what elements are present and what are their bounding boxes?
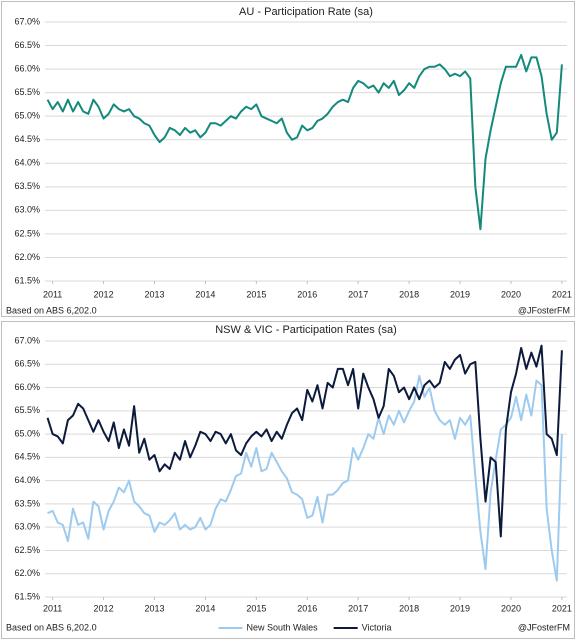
source-note: Based on ABS 6,202.0: [6, 622, 97, 632]
x-tick-label: 2017: [348, 289, 368, 299]
y-tick-label: 62.0%: [14, 252, 40, 262]
y-tick-label: 61.5%: [14, 275, 40, 285]
y-tick-label: 67.0%: [14, 335, 40, 345]
legend-label: New South Wales: [246, 622, 318, 632]
x-tick-label: 2012: [94, 603, 114, 613]
y-tick-label: 66.0%: [14, 382, 40, 392]
y-tick-label: 64.5%: [14, 452, 40, 462]
y-tick-label: 65.0%: [14, 428, 40, 438]
y-tick-label: 66.5%: [14, 359, 40, 369]
chart-title: NSW & VIC - Participation Rates (sa): [215, 324, 397, 336]
x-tick-label: 2019: [450, 289, 470, 299]
x-tick-label: 2021: [552, 603, 572, 613]
x-tick-label: 2020: [501, 603, 521, 613]
x-tick-label: 2018: [399, 289, 419, 299]
x-tick-label: 2015: [246, 289, 266, 299]
series-line: [47, 374, 563, 582]
x-tick-label: 2011: [43, 603, 62, 613]
series-line: [46, 344, 563, 538]
x-tick-label: 2016: [297, 289, 317, 299]
series-line: [46, 53, 563, 231]
x-tick-label: 2016: [297, 603, 317, 613]
y-tick-label: 66.0%: [14, 63, 40, 73]
x-tick-label: 2013: [144, 603, 164, 613]
x-tick-label: 2014: [195, 289, 215, 299]
x-tick-label: 2019: [450, 603, 470, 613]
y-tick-label: 65.5%: [14, 405, 40, 415]
y-tick-label: 63.0%: [14, 522, 40, 532]
x-tick-label: 2020: [501, 289, 521, 299]
y-tick-label: 63.5%: [14, 181, 40, 191]
x-tick-label: 2015: [246, 603, 266, 613]
x-tick-label: 2011: [43, 289, 62, 299]
x-tick-label: 2014: [195, 603, 215, 613]
x-tick-label: 2021: [552, 289, 572, 299]
x-tick-label: 2013: [144, 289, 164, 299]
y-tick-label: 64.0%: [14, 158, 40, 168]
y-tick-label: 64.5%: [14, 134, 40, 144]
credit: @JFosterFM: [518, 622, 570, 632]
y-tick-label: 65.0%: [14, 111, 40, 121]
y-tick-label: 63.5%: [14, 498, 40, 508]
y-tick-label: 61.5%: [14, 591, 40, 601]
y-tick-label: 65.5%: [14, 87, 40, 97]
source-note: Based on ABS 6,202.0: [6, 305, 97, 315]
x-tick-label: 2018: [399, 603, 419, 613]
y-tick-label: 66.5%: [14, 40, 40, 50]
credit: @JFosterFM: [518, 305, 570, 315]
x-tick-label: 2017: [348, 603, 368, 613]
x-tick-label: 2012: [94, 289, 114, 299]
chart-title: AU - Participation Rate (sa): [239, 6, 373, 18]
panel-border: [1, 1, 575, 317]
y-tick-label: 62.5%: [14, 545, 40, 555]
legend-label: Victoria: [362, 622, 392, 632]
y-tick-label: 67.0%: [14, 16, 40, 26]
y-tick-label: 62.0%: [14, 568, 40, 578]
panel-border: [1, 321, 575, 639]
y-tick-label: 63.0%: [14, 205, 40, 215]
y-tick-label: 64.0%: [14, 475, 40, 485]
y-tick-label: 62.5%: [14, 228, 40, 238]
